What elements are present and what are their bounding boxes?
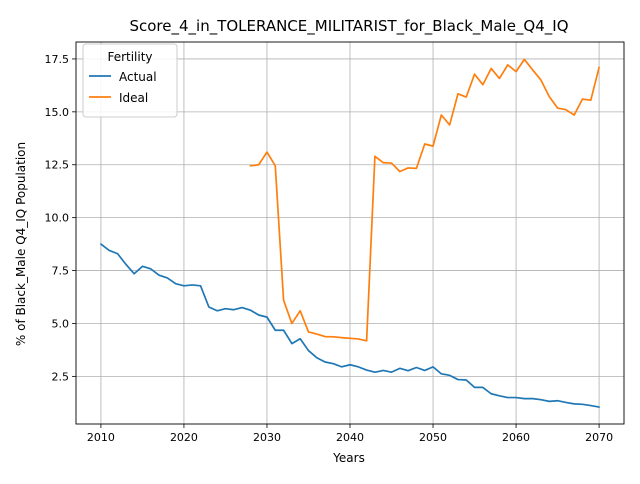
x-tick-label: 2020 <box>170 431 198 444</box>
x-tick-label: 2030 <box>253 431 281 444</box>
legend-title: Fertility <box>107 50 152 64</box>
y-tick-label: 7.5 <box>52 265 70 278</box>
x-tick-label: 2050 <box>419 431 447 444</box>
legend-label-ideal: Ideal <box>119 91 148 105</box>
y-tick-label: 5.0 <box>52 317 70 330</box>
chart-title: Score_4_in_TOLERANCE_MILITARIST_for_Blac… <box>129 17 568 36</box>
y-tick-label: 15.0 <box>45 106 70 119</box>
legend: Fertility Actual Ideal <box>82 43 178 118</box>
legend-box <box>82 43 178 118</box>
axis-ticks: 2010 2020 2030 2040 2050 2060 2070 2.5 5.0 7.5 10.… <box>45 53 614 444</box>
x-axis-label: Years <box>332 451 365 465</box>
x-tick-label: 2010 <box>87 431 115 444</box>
grid <box>76 42 624 424</box>
y-tick-label: 2.5 <box>52 370 70 383</box>
series-line-ideal <box>249 58 600 342</box>
x-tick-label: 2060 <box>502 431 530 444</box>
y-axis-label: % of Black_Male Q4_IQ Population <box>14 142 28 346</box>
series-lines <box>100 58 600 408</box>
x-tick-label: 2070 <box>585 431 613 444</box>
y-tick-label: 12.5 <box>45 159 70 172</box>
series-line-actual <box>100 243 600 408</box>
y-tick-label: 10.0 <box>45 212 70 225</box>
x-tick-label: 2040 <box>336 431 364 444</box>
legend-label-actual: Actual <box>119 70 157 84</box>
y-tick-label: 17.5 <box>45 53 70 66</box>
